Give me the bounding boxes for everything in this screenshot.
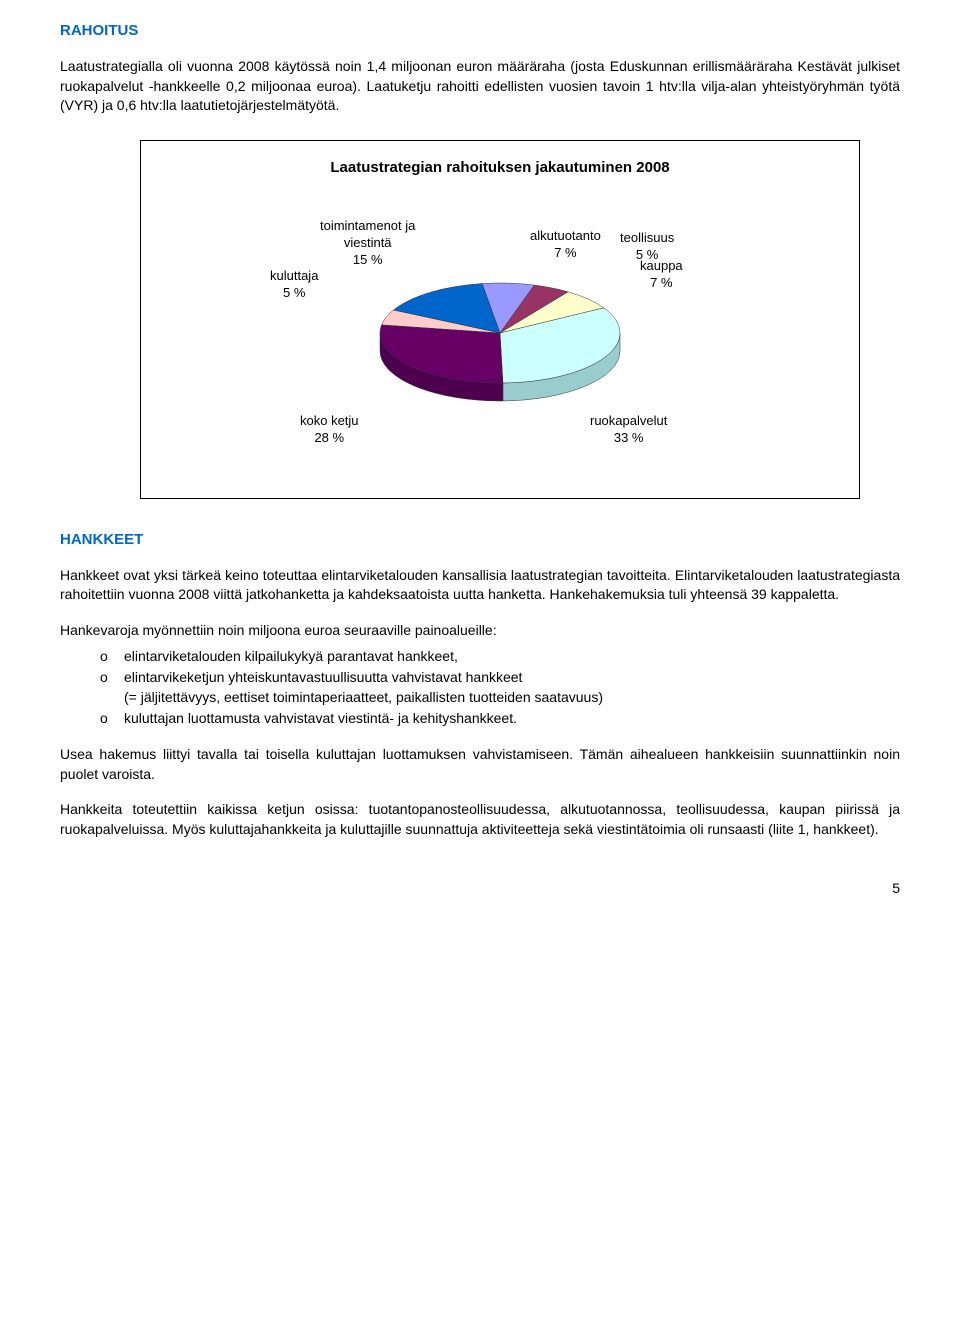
chart-label-kauppa: kauppa 7 % [640,258,683,292]
section-header-rahoitus: RAHOITUS [60,20,900,41]
chart-title: Laatustrategian rahoituksen jakautuminen… [161,157,839,178]
list-item-text: elintarvikeketjun yhteiskuntavastuullisu… [124,668,603,707]
chart-label-ruokapalvelut: ruokapalvelut 33 % [590,413,667,447]
bullet-mark-icon: o [100,647,124,667]
list-item: oelintarviketalouden kilpailukykyä paran… [100,647,900,667]
pie-chart: toimintamenot ja viestintä 15 % kuluttaj… [240,218,760,468]
chart-label-kokoketju: koko ketju 28 % [300,413,359,447]
bullet-list: oelintarviketalouden kilpailukykyä paran… [100,647,900,729]
hankkeet-paragraph-2: Hankevaroja myönnettiin noin miljoona eu… [60,621,900,641]
bullet-mark-icon: o [100,709,124,729]
hankkeet-paragraph-1: Hankkeet ovat yksi tärkeä keino toteutta… [60,566,900,605]
hankkeet-paragraph-4: Hankkeita toteutettiin kaikissa ketjun o… [60,800,900,839]
list-item-text: kuluttajan luottamusta vahvistavat viest… [124,709,517,729]
list-item: okuluttajan luottamusta vahvistavat vies… [100,709,900,729]
pie-chart-svg [370,273,630,423]
chart-label-kuluttaja: kuluttaja 5 % [270,268,318,302]
list-item: oelintarvikeketjun yhteiskuntavastuullis… [100,668,900,707]
hankkeet-paragraph-3: Usea hakemus liittyi tavalla tai toisell… [60,745,900,784]
list-item-text: elintarviketalouden kilpailukykyä parant… [124,647,458,667]
page-number: 5 [60,879,900,899]
chart-container: Laatustrategian rahoituksen jakautuminen… [140,140,860,499]
chart-label-toimintamenot: toimintamenot ja viestintä 15 % [320,218,415,269]
bullet-mark-icon: o [100,668,124,688]
rahoitus-paragraph-1: Laatustrategialla oli vuonna 2008 käytös… [60,57,900,116]
chart-label-alkutuotanto: alkutuotanto 7 % [530,228,601,262]
section-header-hankkeet: HANKKEET [60,529,900,550]
